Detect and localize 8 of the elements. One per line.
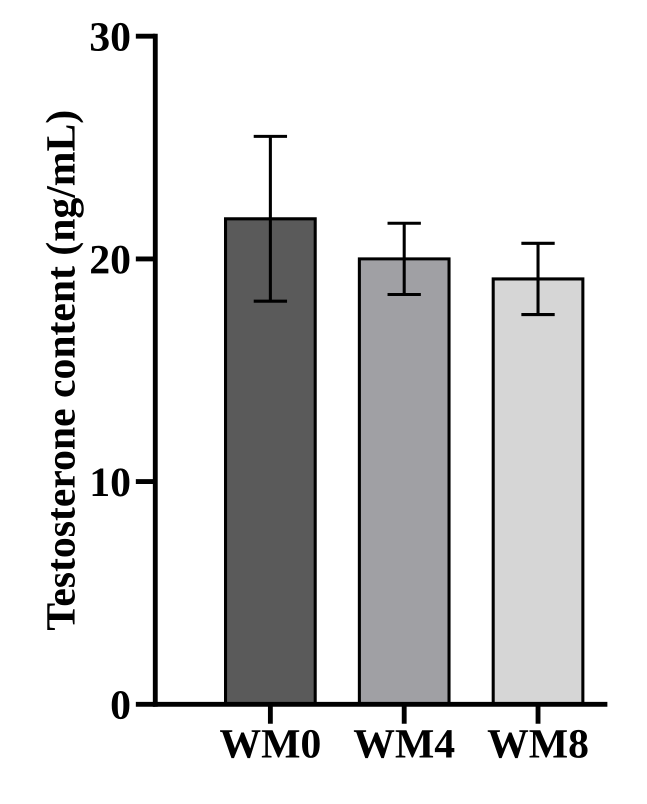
y-axis-title: Testosterone content (ng/mL) — [46, 112, 84, 630]
x-tick-label: WM8 — [488, 730, 588, 758]
x-tick-label: WM4 — [354, 730, 454, 758]
y-tick-label: 30 — [90, 22, 130, 52]
y-tick-label: 0 — [112, 691, 130, 720]
y-tick-label: 10 — [92, 468, 130, 496]
x-tick-label: WM0 — [220, 730, 320, 758]
y-tick-label: 20 — [91, 246, 130, 274]
